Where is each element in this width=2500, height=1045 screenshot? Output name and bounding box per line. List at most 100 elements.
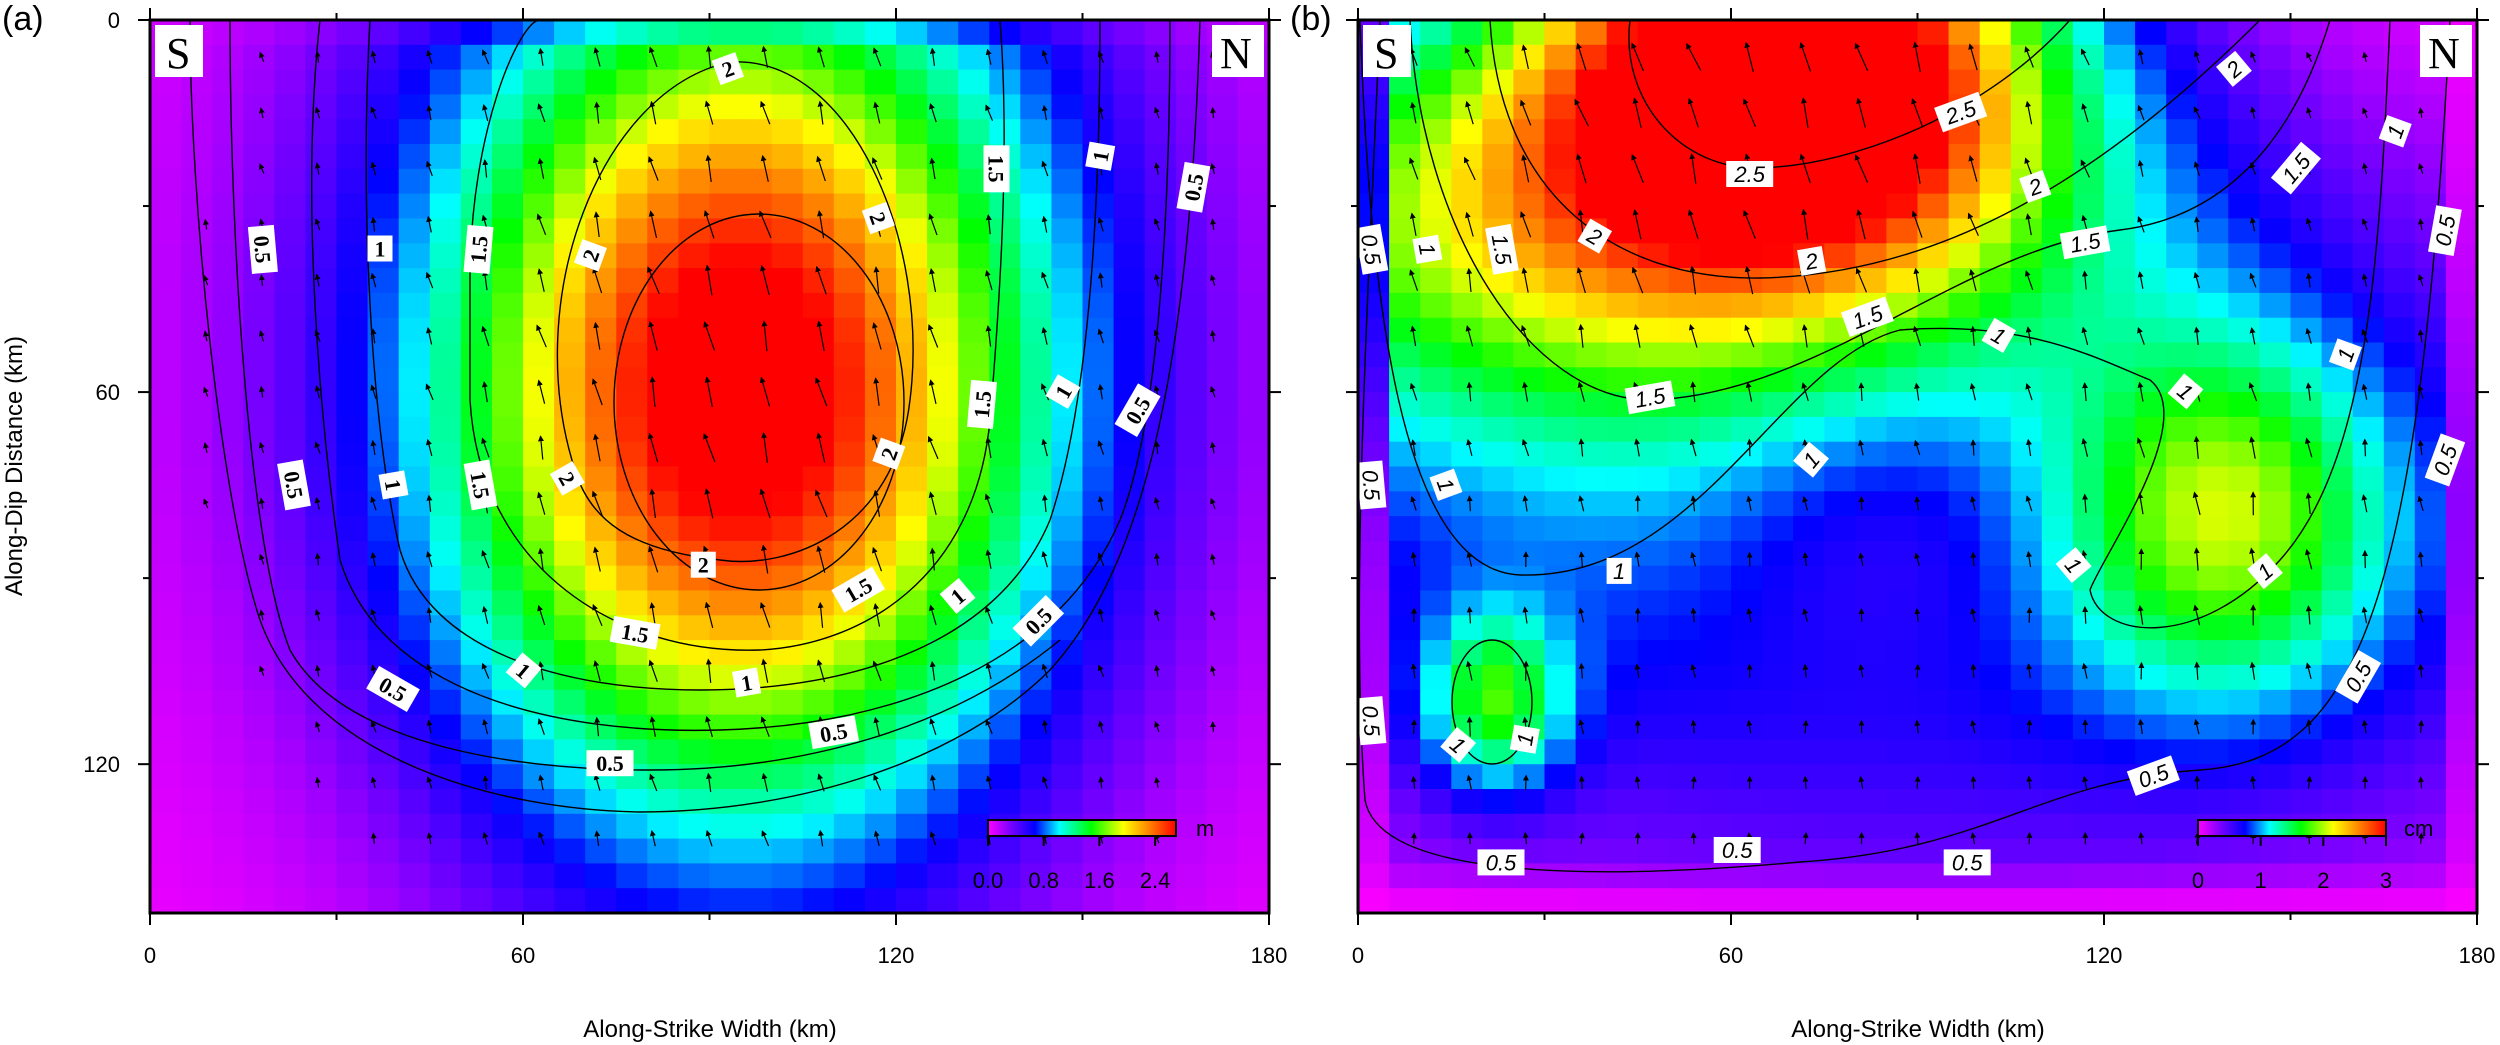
heatmap-cell: [1051, 243, 1084, 269]
heatmap-cell: [523, 144, 555, 170]
heatmap-cell: [740, 516, 773, 542]
heatmap-cell: [460, 789, 493, 815]
slip-vector-arrow: [1041, 271, 1049, 289]
slip-vector-arrow: [314, 776, 321, 788]
heatmap-cell: [1237, 863, 1270, 889]
heatmap-cell: [1513, 689, 1546, 716]
slip-vector-arrow: [873, 716, 880, 737]
heatmap-cell: [958, 193, 990, 219]
heatmap-cell: [1855, 193, 1887, 219]
heatmap-cell: [336, 739, 369, 765]
heatmap-cell: [1793, 168, 1825, 195]
heatmap-cell: [1668, 44, 1701, 71]
heatmap-cell: [864, 714, 897, 740]
heatmap-cell: [274, 789, 306, 815]
heatmap-cell: [771, 615, 804, 641]
heatmap-cell: [2352, 20, 2385, 46]
heatmap-cell: [1237, 739, 1270, 765]
heatmap-cell: [1482, 94, 1514, 120]
heatmap-cell: [1144, 516, 1177, 542]
heatmap-cell: [1637, 789, 1670, 815]
heatmap-cell: [305, 863, 338, 889]
heatmap-cell: [771, 540, 804, 567]
heatmap-cell: [367, 416, 400, 443]
slip-vector-arrow: [984, 493, 994, 514]
slip-vector-arrow: [1410, 439, 1417, 456]
heatmap-cell: [305, 416, 338, 443]
heatmap-cell: [771, 863, 804, 889]
slip-vector-arrow: [2025, 100, 2033, 125]
heatmap-cell: [2041, 664, 2074, 691]
slip-vector-arrow: [2137, 492, 2144, 515]
corner-label-a-right: N: [1220, 29, 1252, 78]
heatmap-cell: [150, 292, 182, 319]
contour-label: 2.5: [1726, 161, 1774, 187]
slip-vector-arrow: [1410, 495, 1417, 511]
svg-text:1: 1: [1414, 241, 1441, 257]
slip-vector-arrow: [928, 604, 937, 626]
heatmap-cell: [1513, 20, 1546, 46]
slip-vector-arrow: [985, 606, 993, 624]
heatmap-cell: [1144, 689, 1177, 716]
heatmap-cell: [1668, 615, 1701, 641]
heatmap-cell: [1051, 317, 1084, 344]
heatmap-cell: [367, 69, 400, 95]
heatmap-cell: [1082, 218, 1115, 244]
heatmap-cell: [1824, 69, 1856, 95]
heatmap-cell: [429, 789, 462, 815]
heatmap-cell: [2197, 193, 2229, 219]
slip-vector-arrow: [1098, 776, 1105, 789]
heatmap-cell: [1420, 615, 1452, 641]
heatmap-cell: [150, 813, 182, 840]
slip-vector-arrow: [2362, 107, 2368, 118]
slip-vector-arrow: [1210, 721, 1217, 732]
heatmap-cell: [1389, 565, 1421, 592]
heatmap-cell: [1020, 94, 1052, 120]
heatmap-cell: [1606, 714, 1639, 740]
slip-vector-arrow: [426, 160, 433, 177]
svg-text:1.5: 1.5: [465, 469, 494, 500]
slip-vector-arrow: [593, 211, 600, 238]
heatmap-cell: [585, 516, 617, 542]
heatmap-cell: [1451, 888, 1483, 914]
heatmap-cell: [1917, 268, 1950, 294]
heatmap-cell: [709, 888, 742, 914]
slip-vector-arrow: [2417, 607, 2424, 623]
contour-label: 2: [573, 239, 607, 272]
slip-vector-arrow: [1802, 608, 1809, 622]
heatmap-cell: [2010, 144, 2043, 170]
heatmap-cell: [2383, 664, 2416, 691]
slip-vector-arrow: [2026, 775, 2033, 789]
heatmap-cell: [1451, 813, 1483, 840]
heatmap-cell: [1824, 243, 1856, 269]
heatmap-cell: [1206, 764, 1239, 790]
heatmap-cell: [1606, 243, 1639, 269]
slip-vector-arrow: [2192, 491, 2201, 516]
heatmap-cell: [398, 789, 431, 815]
heatmap-cell: [1451, 491, 1483, 517]
slip-vector-arrow: [705, 154, 712, 182]
heatmap-cell: [1855, 516, 1887, 542]
heatmap-cell: [678, 119, 711, 145]
heatmap-cell: [2383, 392, 2416, 418]
heatmap-cell: [647, 243, 679, 269]
heatmap-cell: [958, 44, 990, 71]
y-tick-label: 120: [83, 752, 120, 777]
heatmap-cell: [1699, 590, 1732, 616]
heatmap-cell: [1420, 764, 1452, 790]
heatmap-cell: [367, 119, 400, 145]
slip-vector-arrow: [2304, 548, 2313, 570]
heatmap-cell: [150, 144, 182, 170]
heatmap-cell: [2259, 392, 2292, 418]
heatmap-cell: [1175, 540, 1208, 567]
heatmap-cell: [1762, 714, 1794, 740]
heatmap-cell: [1389, 590, 1421, 616]
heatmap-cell: [429, 44, 462, 71]
contour-label: 1: [939, 577, 976, 614]
heatmap-cell: [1451, 590, 1483, 616]
heatmap-cell: [491, 590, 524, 616]
heatmap-cell: [927, 342, 959, 368]
heatmap-cell: [1482, 491, 1514, 517]
